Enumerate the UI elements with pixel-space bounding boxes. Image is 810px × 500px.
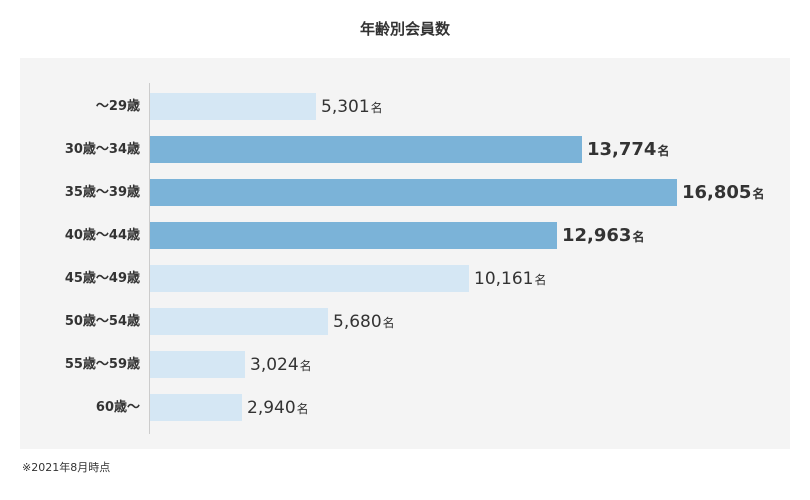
data-label: 3,024名 [250,351,312,380]
data-label-unit: 名 [657,144,670,158]
bar [150,179,677,206]
bar [150,351,245,378]
bar [150,93,316,120]
bar [150,265,469,292]
category-label: ～29歳 [95,99,140,114]
data-label-value: 3,024 [250,355,299,375]
category-label: 55歳～59歳 [64,357,140,372]
data-label-value: 13,774 [587,139,657,160]
data-label: 5,680名 [333,308,395,337]
bar [150,308,328,335]
data-label-unit: 名 [370,101,383,115]
category-label: 30歳～34歳 [64,142,140,157]
data-label: 13,774名 [587,136,669,165]
data-label-value: 10,161 [474,269,534,289]
y-axis-line [149,83,150,434]
data-label: 5,301名 [321,93,383,122]
footnote: ※2021年8月時点 [22,461,111,474]
data-label-unit: 名 [632,230,645,244]
bar [150,136,582,163]
bar [150,222,557,249]
data-label-value: 16,805 [682,182,752,203]
data-label-unit: 名 [534,273,547,287]
data-label: 2,940名 [247,394,309,423]
data-label-unit: 名 [299,359,312,373]
data-label-unit: 名 [296,402,309,416]
data-label-value: 5,680 [333,312,382,332]
bar [150,394,242,421]
category-label: 50歳～54歳 [64,314,140,329]
data-label: 10,161名 [474,265,547,294]
category-label: 60歳～ [95,400,140,415]
data-label-unit: 名 [382,316,395,330]
category-label: 35歳～39歳 [64,185,140,200]
category-label: 45歳～49歳 [64,271,140,286]
category-label: 40歳～44歳 [64,228,140,243]
data-label: 16,805名 [682,179,764,208]
chart-title: 年齢別会員数 [359,20,450,38]
data-label-unit: 名 [752,187,765,201]
data-label-value: 5,301 [321,97,370,117]
data-label: 12,963名 [562,222,644,251]
data-label-value: 2,940 [247,398,296,418]
data-label-value: 12,963 [562,225,632,246]
chart-panel [20,58,790,449]
